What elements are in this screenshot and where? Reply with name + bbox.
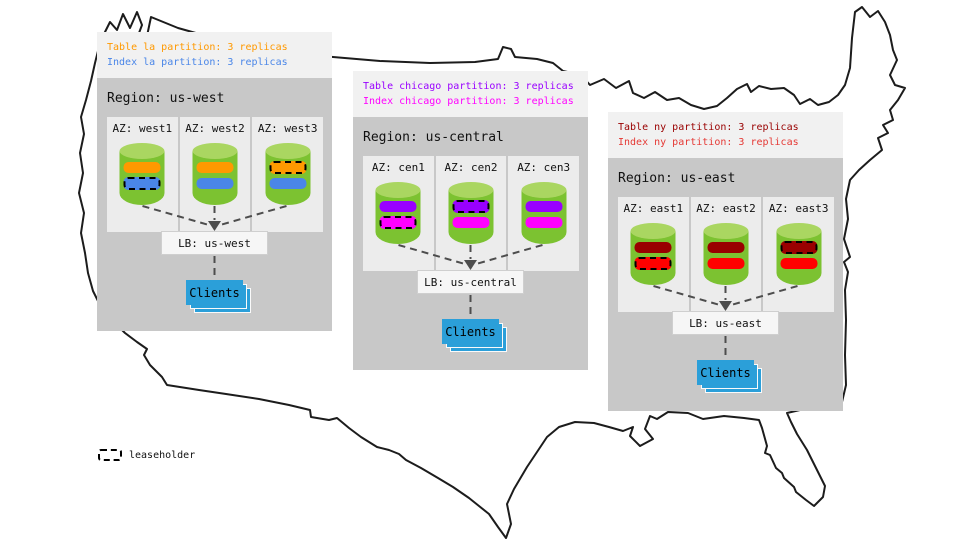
cylinder-top — [448, 182, 494, 198]
az-box: AZ: west3 — [252, 117, 324, 232]
table-replica-bar-leaseholder — [269, 161, 307, 174]
az-box: AZ: cen1 — [363, 156, 434, 271]
region-title: Region: us-east — [618, 171, 736, 186]
az-box: AZ: east2 — [690, 197, 762, 312]
clients-stack: Clients — [442, 319, 507, 352]
index-replica-bar — [196, 178, 234, 189]
load-balancer-label: LB: us-central — [424, 275, 517, 289]
table-replica-bar-leaseholder — [780, 241, 818, 254]
index-replica-bar-leaseholder — [379, 216, 417, 229]
cylinder-top — [521, 182, 567, 198]
az-box: AZ: cen3 — [508, 156, 580, 271]
cylinder-top — [119, 143, 165, 159]
annotation-line: Index ny partition: 3 replicas — [618, 137, 799, 148]
database-cylinder-icon — [375, 182, 421, 244]
cylinder-top — [776, 223, 822, 239]
region-box: Region: us-west AZ: west1 AZ: west2 AZ: we… — [97, 78, 332, 331]
clients-stack: Clients — [697, 360, 762, 393]
cylinder-top — [192, 143, 238, 159]
table-replica-bar — [123, 162, 161, 173]
index-replica-bar — [525, 217, 563, 228]
database-cylinder-icon — [776, 223, 822, 285]
az-box: AZ: east1 — [618, 197, 689, 312]
az-label: AZ: west3 — [257, 122, 318, 135]
table-replica-bar — [525, 201, 563, 212]
region-title: Region: us-west — [107, 91, 225, 106]
region-title: Region: us-central — [363, 130, 504, 145]
index-replica-bar-leaseholder — [123, 177, 161, 190]
region-panel-us-east: Table ny partition: 3 replicas Index ny p… — [608, 112, 843, 411]
region-panel-us-central: Table chicago partition: 3 replicas Index… — [353, 71, 588, 370]
partition-annotation: Table chicago partition: 3 replicas Index… — [353, 71, 588, 117]
partition-annotation: Table la partition: 3 replicas Index la p… — [97, 32, 332, 78]
index-replica-bar-leaseholder — [634, 257, 672, 270]
annotation-line: Table chicago partition: 3 replicas — [363, 81, 574, 92]
cylinder-top — [703, 223, 749, 239]
load-balancer-box: LB: us-east — [672, 311, 779, 335]
az-box: AZ: west2 — [179, 117, 251, 232]
database-cylinder-icon — [630, 223, 676, 285]
table-replica-bar-leaseholder — [452, 200, 490, 213]
leaseholder-swatch-icon — [98, 449, 122, 461]
cylinder-top — [375, 182, 421, 198]
annotation-line: Index la partition: 3 replicas — [107, 57, 288, 68]
clients-box: Clients — [697, 360, 754, 385]
table-replica-bar — [707, 242, 745, 253]
index-replica-bar — [707, 258, 745, 269]
az-row: AZ: east1 AZ: east2 AZ: east3 — [618, 197, 835, 312]
clients-box: Clients — [186, 280, 243, 305]
clients-label: Clients — [189, 285, 240, 300]
load-balancer-label: LB: us-west — [178, 236, 251, 250]
load-balancer-box: LB: us-central — [417, 270, 524, 294]
az-box: AZ: cen2 — [435, 156, 507, 271]
leaseholder-legend: leaseholder — [98, 449, 195, 461]
leaseholder-legend-label: leaseholder — [129, 449, 196, 461]
load-balancer-label: LB: us-east — [689, 316, 762, 330]
clients-label: Clients — [700, 365, 751, 380]
database-cylinder-icon — [448, 182, 494, 244]
index-replica-bar — [452, 217, 490, 228]
database-cylinder-icon — [521, 182, 567, 244]
table-replica-bar — [196, 162, 234, 173]
annotation-line: Table ny partition: 3 replicas — [618, 122, 799, 133]
annotation-line: Index chicago partition: 3 replicas — [363, 96, 574, 107]
az-label: AZ: east3 — [768, 202, 829, 215]
index-replica-bar — [269, 178, 307, 189]
az-label: AZ: east1 — [623, 202, 684, 215]
table-replica-bar — [634, 242, 672, 253]
az-box: AZ: west1 — [107, 117, 178, 232]
az-label: AZ: cen2 — [444, 161, 498, 174]
clients-stack: Clients — [186, 280, 251, 313]
az-label: AZ: west1 — [112, 122, 173, 135]
az-row: AZ: west1 AZ: west2 AZ: west3 — [107, 117, 324, 232]
az-label: AZ: cen3 — [517, 161, 571, 174]
clients-label: Clients — [445, 324, 496, 339]
us-border-path — [78, 6, 906, 539]
table-replica-bar — [379, 201, 417, 212]
clients-box: Clients — [442, 319, 499, 344]
az-row: AZ: cen1 AZ: cen2 AZ: cen3 — [363, 156, 580, 271]
az-box: AZ: east3 — [763, 197, 835, 312]
partition-annotation: Table ny partition: 3 replicas Index ny p… — [608, 112, 843, 158]
az-label: AZ: west2 — [185, 122, 245, 135]
database-cylinder-icon — [119, 143, 165, 205]
az-label: AZ: cen1 — [371, 161, 425, 174]
database-cylinder-icon — [192, 143, 238, 205]
annotation-line: Table la partition: 3 replicas — [107, 42, 288, 53]
index-replica-bar — [780, 258, 818, 269]
az-label: AZ: east2 — [696, 202, 756, 215]
region-panel-us-west: Table la partition: 3 replicas Index la p… — [97, 32, 332, 331]
load-balancer-box: LB: us-west — [161, 231, 268, 255]
cylinder-top — [265, 143, 311, 159]
database-cylinder-icon — [265, 143, 311, 205]
database-cylinder-icon — [703, 223, 749, 285]
cylinder-top — [630, 223, 676, 239]
